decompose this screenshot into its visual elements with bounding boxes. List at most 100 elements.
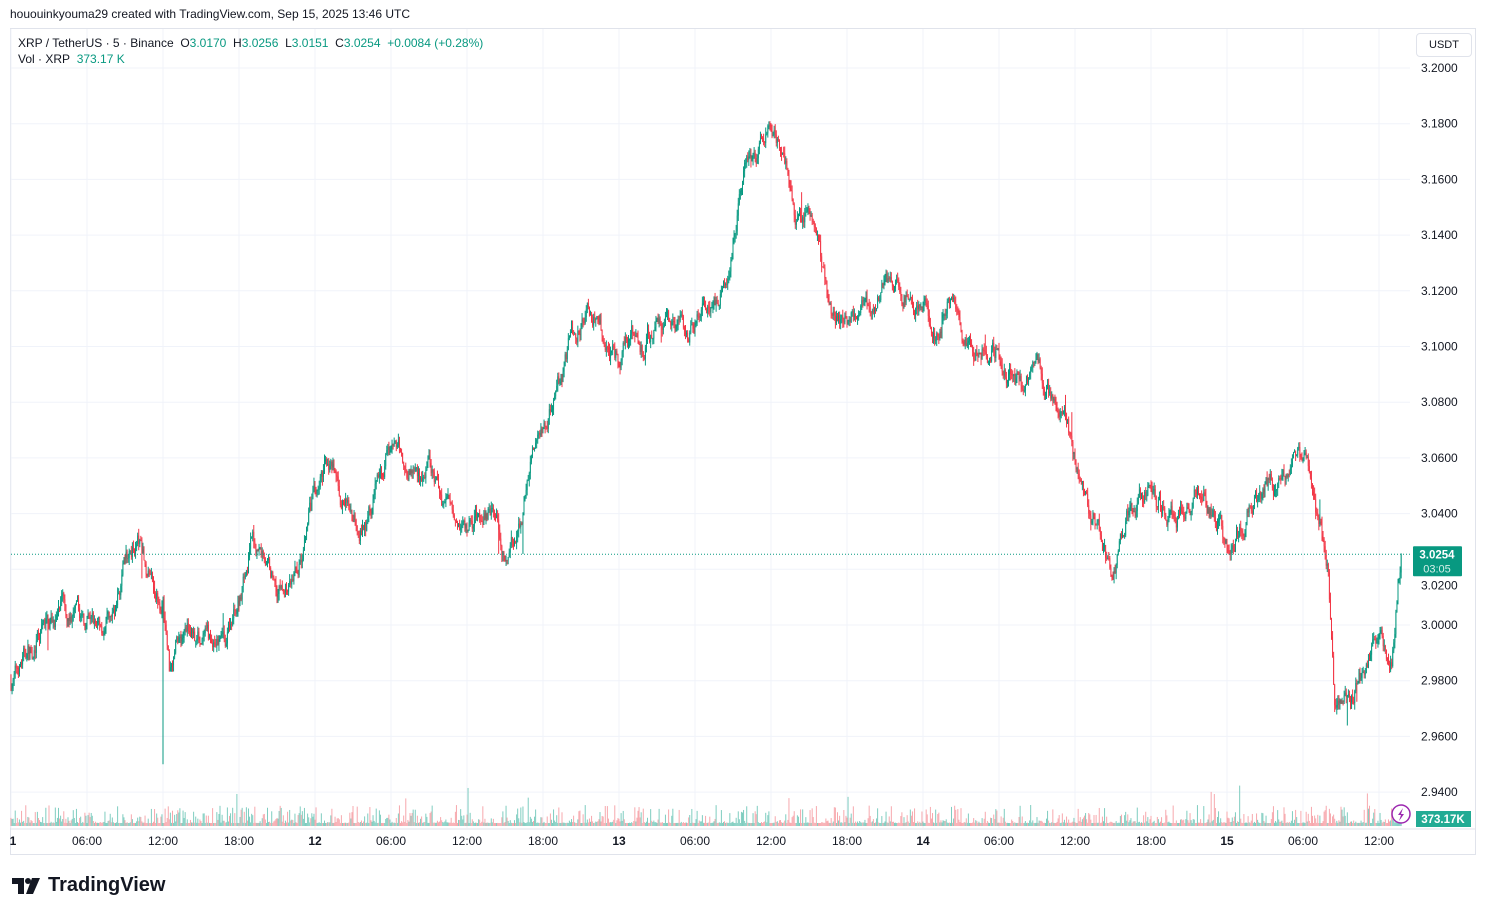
time-tick-label: 06:00 (984, 834, 1014, 848)
symbol-name[interactable]: XRP / TetherUS · 5 · Binance (18, 36, 174, 50)
volume-bar (347, 822, 349, 826)
candle-body (1132, 510, 1134, 512)
volume-bar (372, 815, 374, 826)
volume-bar (965, 818, 967, 826)
candle-body (135, 546, 137, 555)
currency-button[interactable]: USDT (1416, 33, 1472, 57)
volume-bar (971, 822, 973, 826)
candle-body (191, 628, 192, 637)
candle-body (774, 130, 776, 135)
candle-body (744, 162, 746, 172)
candle-body (624, 336, 626, 344)
candle-body (413, 470, 415, 472)
candle-body (382, 473, 384, 475)
volume-bar (422, 822, 424, 826)
volume-bar (1012, 821, 1014, 826)
volume-bar (1014, 822, 1016, 826)
volume-bar (1148, 822, 1150, 826)
volume-bar (479, 819, 481, 826)
volume-bar (1032, 820, 1034, 826)
volume-bar (1373, 812, 1375, 826)
volume-bar (1346, 812, 1348, 826)
volume-bar (78, 822, 80, 826)
volume-bar (1298, 823, 1300, 826)
candle-body (1227, 550, 1229, 552)
candle-body (1038, 359, 1040, 362)
candle-body (137, 535, 139, 544)
volume-bar (1335, 822, 1337, 826)
volume-bar (407, 819, 409, 826)
volume-bar (54, 807, 56, 826)
candle-body (803, 217, 805, 223)
candle-body (215, 644, 217, 646)
volume-bar (70, 820, 72, 826)
volume-bar (962, 822, 964, 826)
candle-body (660, 323, 662, 325)
candle-body (242, 576, 244, 587)
candle-body (662, 326, 664, 330)
time-tick-label: 12:00 (1364, 834, 1394, 848)
candle-body (388, 447, 390, 454)
candle-body (169, 667, 171, 672)
volume-bar (789, 822, 791, 826)
volume-bar (168, 819, 170, 826)
volume-bar (995, 809, 997, 826)
volume-bar (810, 822, 812, 826)
candle-body (676, 326, 678, 329)
candle-body (1002, 371, 1004, 376)
candle-body (1268, 477, 1270, 481)
volume-bar (746, 806, 748, 826)
volume-bar (1384, 819, 1386, 826)
volume-bar (243, 811, 245, 826)
volume-bar (517, 808, 519, 826)
candle-body (65, 605, 67, 616)
candle-body (155, 593, 157, 600)
candle-body (1399, 572, 1401, 579)
volume-bar (328, 822, 330, 826)
volume-bar (302, 818, 304, 826)
volume-bar (1136, 807, 1138, 826)
candle-body (259, 547, 261, 549)
candle-body (252, 531, 254, 537)
volume-bar (415, 822, 417, 826)
volume-bar (403, 815, 405, 826)
candle-body (256, 549, 258, 554)
volume-bar (1219, 822, 1221, 826)
candle-body (979, 353, 981, 355)
volume-bar (1013, 822, 1015, 826)
volume-bar (362, 822, 363, 826)
volume-bar (934, 822, 936, 826)
candle-body (546, 426, 548, 429)
candle-body (1295, 451, 1297, 456)
volume-label[interactable]: Vol · XRP (18, 52, 71, 66)
volume-bar (164, 808, 166, 826)
candle-body (440, 491, 442, 495)
candle-body (823, 267, 825, 269)
candle-body (1252, 505, 1254, 514)
volume-bar (432, 822, 434, 826)
candle-body (462, 521, 464, 526)
candle-body (1169, 512, 1171, 514)
volume-bar (794, 822, 796, 826)
volume-bar (845, 815, 847, 826)
volume-bar (187, 823, 189, 826)
volume-bar (956, 822, 958, 826)
volume-bar (454, 811, 456, 826)
candle-body (783, 152, 785, 154)
volume-bar (696, 810, 698, 826)
candle-body (534, 448, 536, 450)
volume-bar (985, 823, 987, 826)
volume-bar (860, 822, 862, 826)
candle-body (1338, 700, 1340, 703)
candle-body (94, 621, 96, 623)
volume-bar (603, 822, 605, 826)
volume-bar (850, 813, 852, 826)
candle-body (125, 551, 127, 560)
candle-body (962, 341, 964, 343)
candle-body (872, 310, 874, 312)
candle-body (1277, 483, 1279, 490)
candle-body (141, 541, 143, 554)
volume-bar (1018, 816, 1020, 826)
candle-body (461, 525, 463, 528)
